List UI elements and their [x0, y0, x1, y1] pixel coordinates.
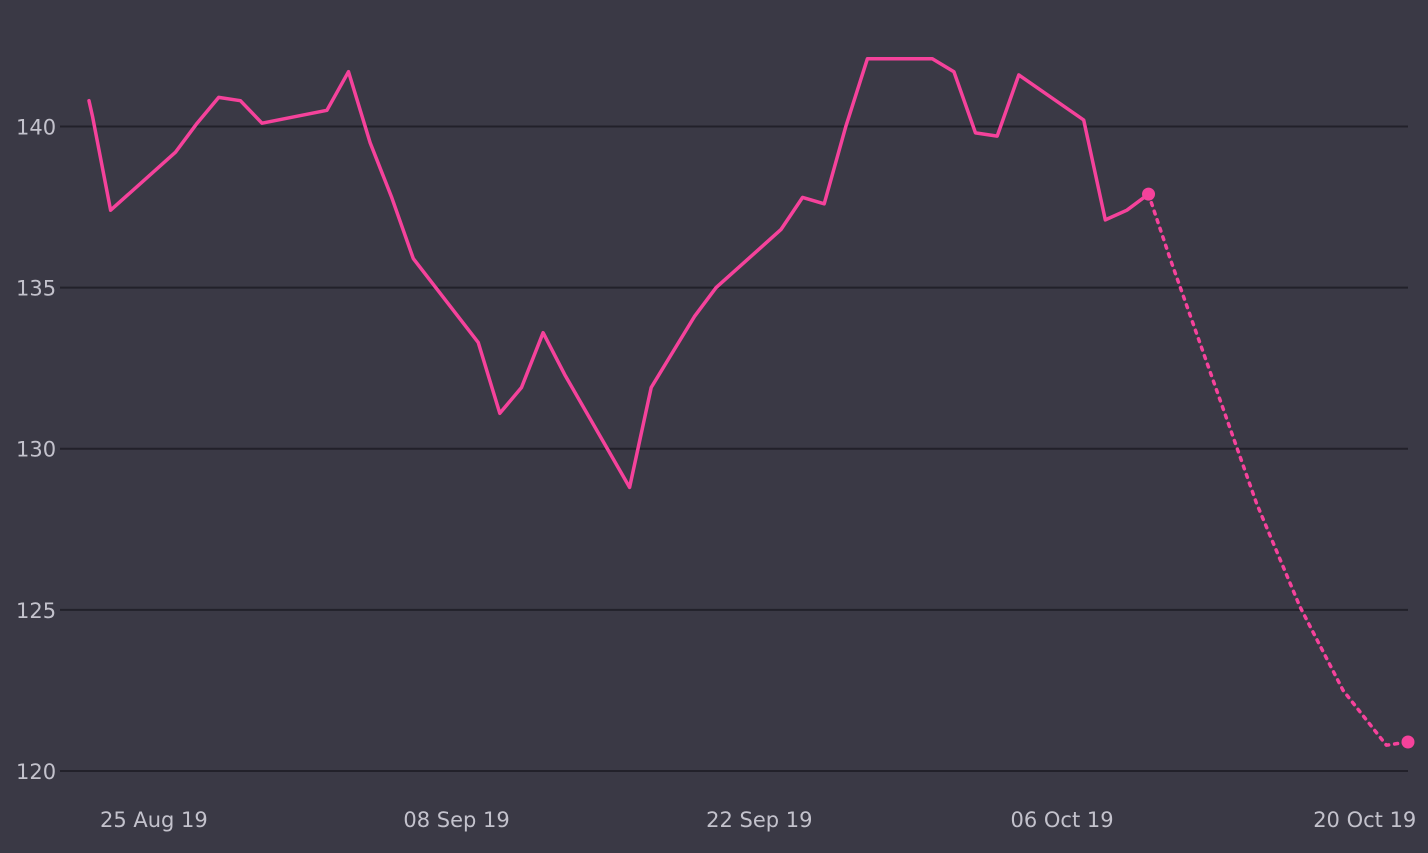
data-point-marker [1142, 187, 1156, 201]
y-tick-label: 125 [16, 599, 56, 623]
x-tick-label: 06 Oct 19 [1010, 808, 1113, 832]
y-tick-label: 135 [16, 277, 56, 301]
x-tick-label: 08 Sep 19 [403, 808, 509, 832]
x-axis-ticks: 25 Aug 19 08 Sep 19 22 Sep 19 06 Oct 19 20 O… [100, 808, 1416, 832]
x-tick-label: 20 Oct 19 [1313, 808, 1416, 832]
y-tick-label: 140 [16, 115, 56, 139]
markers [1142, 187, 1415, 749]
gridlines [60, 125, 1408, 772]
x-tick-label: 22 Sep 19 [706, 808, 812, 832]
forecast-line [1146, 192, 1410, 747]
series [87, 57, 1410, 747]
data-point-marker [1401, 735, 1415, 749]
y-tick-label: 130 [16, 438, 56, 462]
y-axis-ticks: 120 125 130 135 140 [16, 115, 56, 784]
y-tick-label: 120 [16, 760, 56, 784]
x-tick-label: 25 Aug 19 [100, 808, 208, 832]
history-line [87, 57, 1151, 490]
